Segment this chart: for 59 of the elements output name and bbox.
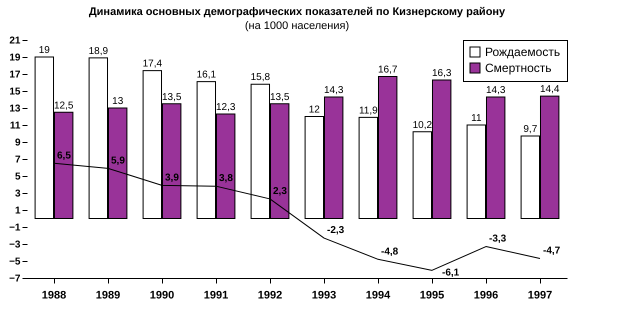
y-tick-label: 13	[9, 104, 21, 114]
data-label: -4,7	[543, 245, 561, 256]
y-tick-label: −3	[9, 240, 21, 250]
y-tick-label: 11	[10, 120, 21, 132]
x-tick-label: 1994	[366, 290, 392, 302]
data-label: 2,3	[273, 186, 288, 197]
x-tick-label: 1996	[474, 290, 498, 302]
data-label: 11,9	[358, 105, 378, 116]
chart-title: Динамика основных демографических показателей по Кизнерскому району	[88, 6, 506, 18]
data-label: 14,3	[324, 84, 344, 96]
data-label: 9,7	[523, 124, 538, 136]
data-label: 11	[471, 113, 482, 124]
data-label: 16,7	[378, 64, 398, 76]
x-tick-label: 1991	[204, 290, 228, 302]
data-label: 12,5	[54, 100, 74, 112]
y-tick-label: 9	[14, 138, 21, 148]
data-label: 10,2	[412, 120, 432, 131]
data-label: 17,4	[142, 58, 162, 70]
data-label: -2,3	[327, 225, 345, 236]
data-label: 12	[308, 104, 320, 116]
data-label: 16,3	[432, 68, 452, 79]
y-tick-label: 5	[14, 172, 21, 182]
x-tick-label: 1995	[420, 290, 444, 302]
data-label: 5,9	[111, 155, 126, 166]
x-tick-label: 1989	[96, 290, 120, 302]
data-label: 12,3	[216, 102, 236, 113]
y-tick-label: 15	[9, 86, 21, 98]
y-tick-label: −1	[9, 222, 21, 234]
data-label: 14,3	[486, 84, 506, 96]
data-label: 19	[38, 45, 50, 56]
data-label: 18,9	[88, 46, 108, 57]
legend-label: Рождаемость	[485, 45, 560, 59]
data-label: 13,5	[270, 92, 290, 103]
legend-label: Смертность	[485, 61, 552, 75]
data-label: 3,9	[165, 172, 180, 184]
y-tick-label: 7	[14, 154, 21, 166]
data-label: 3,8	[219, 173, 234, 184]
chart-subtitle: (на 1000 населения)	[244, 20, 350, 32]
x-tick-label: 1997	[528, 290, 552, 302]
y-tick-label: −5	[9, 256, 21, 268]
data-label: -3,3	[489, 234, 507, 245]
y-tick-label: 17	[9, 70, 21, 80]
y-tick-label: 1	[14, 206, 21, 216]
data-label: 13,5	[162, 92, 182, 103]
data-label: -4,8	[381, 246, 399, 258]
data-label: 16,1	[196, 70, 216, 81]
y-tick-label: 19	[9, 52, 21, 64]
data-label: -6,1	[442, 267, 460, 278]
data-label: 6,5	[57, 150, 72, 162]
y-tick-label: −7	[9, 274, 21, 284]
x-tick-label: 1988	[42, 290, 66, 302]
data-label: 13	[112, 96, 124, 107]
data-label: 14,4	[540, 84, 560, 96]
y-tick-label: 21	[9, 36, 21, 46]
x-tick-label: 1993	[312, 290, 336, 302]
y-tick-label: 3	[14, 188, 21, 200]
x-tick-label: 1992	[258, 290, 282, 302]
x-tick-label: 1990	[150, 290, 174, 302]
data-label: 15,8	[250, 72, 270, 84]
